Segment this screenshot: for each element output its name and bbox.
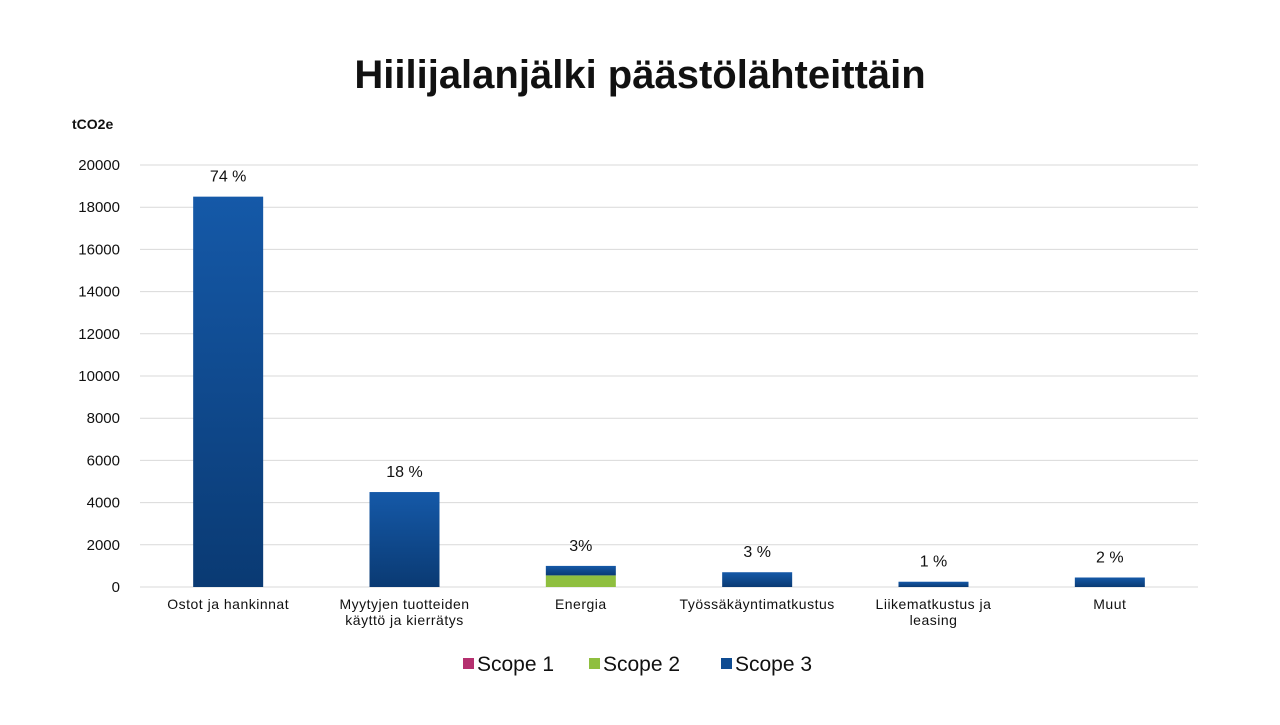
x-tick-label: Työssäkäyntimatkustus xyxy=(680,596,835,612)
bar-segment xyxy=(1074,577,1145,587)
data-label: 74 % xyxy=(210,169,246,186)
x-tick-label: Liikematkustus ja leasing xyxy=(876,596,992,628)
y-tick-label: 16000 xyxy=(78,241,120,258)
x-tick-label: Energia xyxy=(555,596,607,612)
data-label: 1 % xyxy=(920,554,948,571)
legend-swatch xyxy=(589,658,600,669)
y-tick-label: 18000 xyxy=(78,199,120,216)
legend-swatch xyxy=(721,658,732,669)
data-label: 2 % xyxy=(1096,550,1124,567)
y-tick-label: 4000 xyxy=(87,495,120,512)
bar-segment xyxy=(369,492,440,587)
bar-segment xyxy=(722,572,793,587)
legend-label: Scope 3 xyxy=(735,653,812,676)
y-tick-label: 2000 xyxy=(87,537,120,554)
y-tick-label: 20000 xyxy=(78,157,120,174)
legend-swatch xyxy=(463,658,474,669)
legend-label: Scope 2 xyxy=(603,653,680,676)
chart-title: Hiilijalanjälki päästölähteittäin xyxy=(354,53,925,97)
data-labels: 74 % 18 % 3% 3 % 1 % 2 % xyxy=(210,169,1124,571)
x-tick-label: Muut xyxy=(1093,596,1126,612)
y-tick-label: 6000 xyxy=(87,452,120,469)
data-label: 3 % xyxy=(743,544,771,561)
bar-segment xyxy=(545,565,616,576)
x-tick-label: Ostot ja hankinnat xyxy=(167,596,289,612)
legend: Scope 1 Scope 2 Scope 3 xyxy=(463,653,812,676)
y-tick-label: 0 xyxy=(112,579,120,596)
bar-segment xyxy=(545,575,616,587)
y-tick-label: 10000 xyxy=(78,368,120,385)
x-axis-labels: Ostot ja hankinnat Myytyjen tuotteiden käy… xyxy=(167,596,1126,628)
gridlines xyxy=(140,164,1198,588)
y-tick-label: 12000 xyxy=(78,326,120,343)
y-tick-label: 14000 xyxy=(78,284,120,301)
data-label: 3% xyxy=(569,538,592,555)
x-tick-label: Myytyjen tuotteiden käyttö ja kierrätys xyxy=(339,596,469,628)
bars xyxy=(193,196,1145,587)
y-axis-ticks: 0 2000 4000 6000 8000 10000 12000 14000 16000 180… xyxy=(78,157,120,596)
y-tick-label: 8000 xyxy=(87,410,120,427)
bar-segment xyxy=(193,196,264,587)
bar-segment xyxy=(898,581,969,587)
legend-label: Scope 1 xyxy=(477,653,554,676)
data-label: 18 % xyxy=(386,464,422,481)
y-axis-label: tCO2e xyxy=(72,116,113,132)
